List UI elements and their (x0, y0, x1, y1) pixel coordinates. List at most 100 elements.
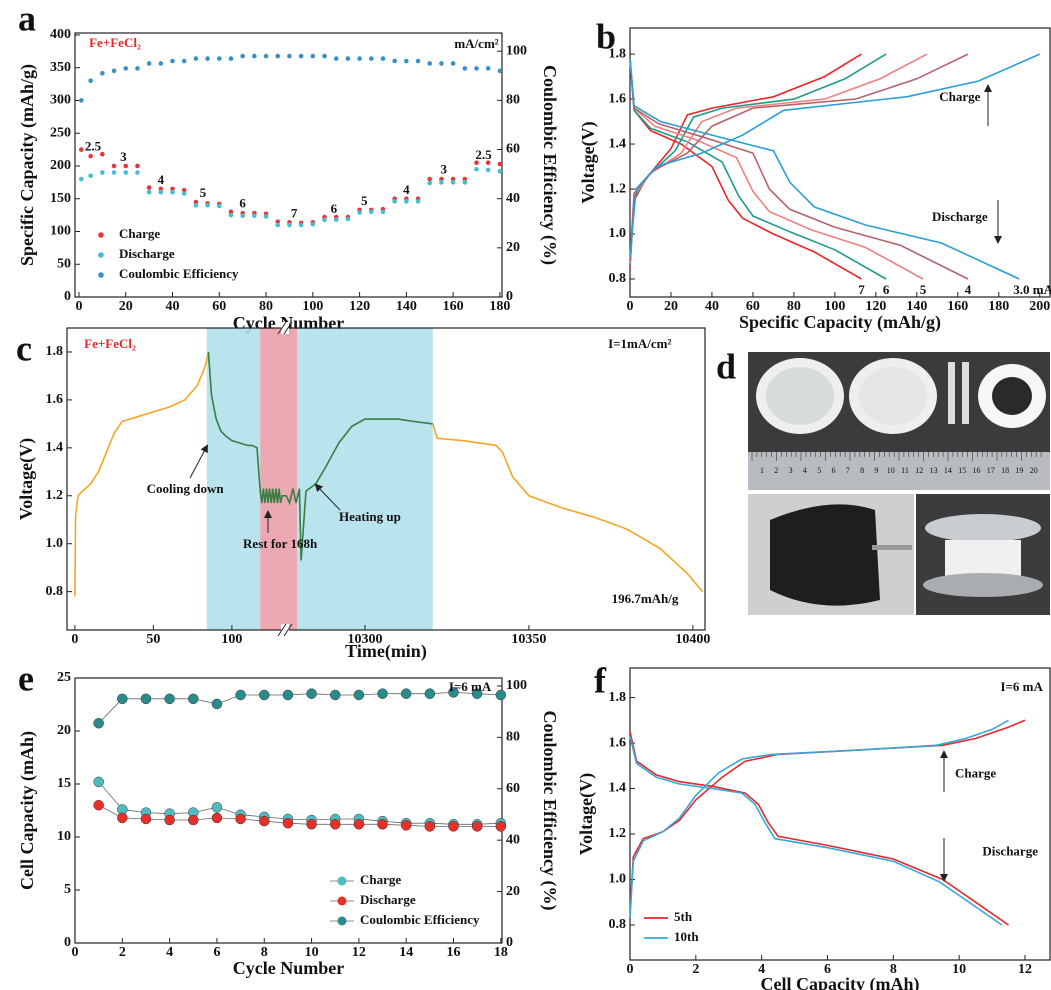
data-point (275, 219, 281, 224)
data-point (100, 170, 105, 175)
x-tick-label: 6 (824, 962, 831, 977)
y2-tick-label: 40 (506, 191, 520, 206)
data-line (432, 423, 704, 593)
y2-tick-label: 0 (506, 289, 513, 304)
y-tick-label: 250 (50, 125, 71, 140)
ruler-label: 12 (915, 466, 923, 475)
x-tick-label: 40 (166, 299, 180, 314)
x-tick-label: 0 (75, 299, 82, 314)
data-point (158, 186, 164, 192)
plot-frame (629, 27, 1051, 298)
legend-label: Coulombic Efficiency (360, 912, 480, 927)
data-point (329, 819, 341, 830)
annotation: mA/cm² (454, 36, 498, 51)
x-tick-label: 180 (988, 299, 1009, 314)
legend-label: Coulombic Efficiency (119, 266, 239, 281)
data-line (629, 719, 1009, 919)
panel-label: f (594, 660, 607, 700)
x-tick-label: 8 (890, 962, 897, 977)
x-tick-label: 0 (72, 945, 79, 960)
data-point (228, 56, 234, 61)
y-tick-label: 0.8 (609, 271, 627, 286)
data-point (228, 209, 234, 215)
ruler-label: 10 (887, 466, 895, 475)
axis-break (281, 624, 289, 636)
data-point (368, 209, 374, 215)
ruler-label: 9 (874, 466, 878, 475)
data-point (240, 213, 245, 219)
ring-inner (859, 367, 927, 425)
data-point (235, 689, 246, 701)
data-point (439, 61, 444, 66)
data-point (140, 813, 152, 825)
arrow (314, 483, 341, 511)
ruler-label: 7 (846, 466, 850, 475)
x-tick-label: 8 (261, 945, 268, 960)
data-point (170, 189, 175, 195)
ruler-label: 11 (901, 466, 909, 475)
ruler-label: 14 (944, 466, 952, 475)
x-tick-label: 60 (212, 299, 226, 314)
data-point (485, 160, 491, 166)
y-axis-title: Cell Capacity (mAh) (17, 731, 38, 890)
annotation: Discharge (982, 843, 1038, 858)
data-point (158, 61, 164, 66)
data-point (485, 167, 491, 173)
ruler-label: 4 (803, 466, 807, 475)
x-tick-label: 180 (489, 299, 510, 314)
annotation: Cooling down (147, 481, 225, 496)
data-point (88, 78, 93, 83)
data-point (181, 187, 187, 193)
annotation: Charge (939, 89, 980, 104)
data-line (629, 53, 969, 262)
annotation: 6 (239, 196, 246, 211)
data-line (98, 804, 501, 827)
annotation: 5 (361, 193, 368, 208)
data-point (474, 166, 479, 172)
arrow (189, 444, 208, 479)
data-point (211, 698, 223, 710)
data-line (629, 719, 1026, 914)
y2-tick-label: 100 (506, 678, 527, 693)
y-tick-label: 5 (64, 882, 71, 897)
y-tick-label: 1.8 (46, 344, 64, 359)
data-point (345, 216, 351, 222)
data-point (439, 180, 444, 185)
data-point (135, 163, 140, 169)
x-tick-label: 120 (865, 299, 886, 314)
ruler-label: 17 (987, 466, 995, 475)
y2-axis-title: Coulombic Efficiency (%) (539, 711, 560, 911)
y-tick-label: 1.6 (46, 392, 64, 407)
y-tick-label: 1.6 (609, 735, 627, 750)
data-line (629, 53, 1041, 257)
annotation: 6 (331, 201, 338, 216)
data-point (282, 689, 294, 701)
electrode (770, 504, 880, 606)
y2-tick-label: 20 (506, 240, 520, 255)
panel-label: c (16, 328, 32, 368)
series-label: 3.0 mA/cm² (1013, 282, 1051, 297)
data-point (193, 202, 199, 208)
y-tick-label: 1.2 (609, 826, 627, 841)
data-point (404, 199, 409, 204)
data-point (322, 217, 327, 222)
data-point (345, 56, 351, 61)
data-point (471, 821, 483, 832)
data-point (497, 68, 503, 74)
data-point (353, 819, 365, 830)
data-point (259, 815, 270, 827)
legend-marker (98, 232, 104, 238)
data-point (306, 819, 317, 830)
annotation: I=6 mA (1000, 679, 1043, 694)
x-tick-label: 18 (494, 945, 508, 960)
annotation: 2.5 (85, 139, 102, 154)
x-tick-label: 10400 (675, 632, 710, 647)
data-point (474, 66, 479, 71)
y2-tick-label: 60 (506, 781, 520, 796)
x-tick-label: 16 (447, 945, 461, 960)
y-tick-label: 200 (50, 158, 71, 173)
legend-label: Charge (119, 226, 160, 241)
data-point (400, 820, 412, 831)
data-point (310, 53, 316, 59)
data-point (146, 61, 152, 66)
